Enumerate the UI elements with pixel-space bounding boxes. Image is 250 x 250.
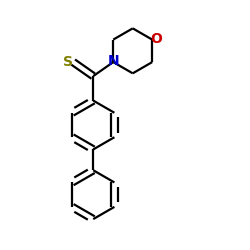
Text: N: N [108, 54, 120, 68]
Text: O: O [151, 32, 162, 46]
Text: S: S [63, 54, 73, 68]
